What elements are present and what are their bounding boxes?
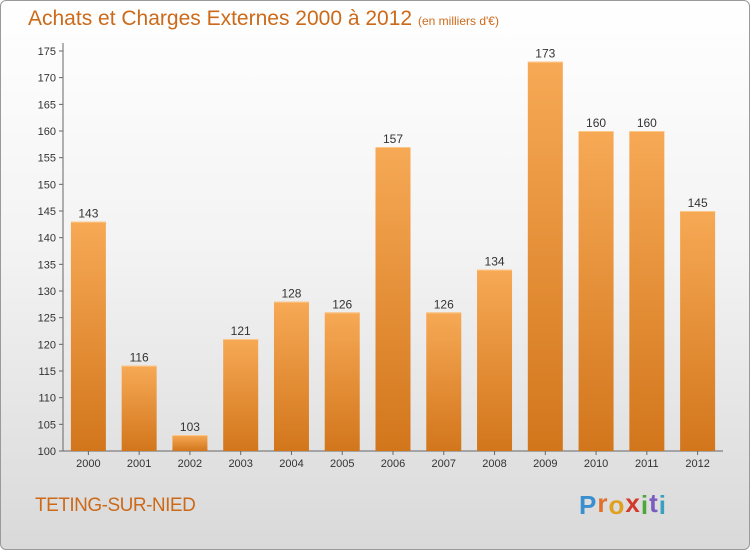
data-label: 143 [78, 207, 98, 221]
y-tick-label: 105 [38, 419, 56, 431]
logo-letter: P [579, 490, 598, 520]
y-tick-label: 150 [38, 179, 56, 191]
bar-2008 [477, 269, 513, 451]
data-label: 121 [231, 324, 251, 338]
data-label: 145 [688, 196, 708, 210]
logo-letter: t [649, 488, 659, 518]
x-tick-label: 2012 [685, 458, 709, 470]
chart-title: Achats et Charges Externes 2000 à 2012 [28, 7, 413, 30]
logo-letter: o [608, 490, 626, 520]
y-tick-label: 160 [38, 126, 56, 138]
logo-letter: r [597, 488, 609, 518]
x-tick-label: 2000 [76, 458, 100, 470]
bar-2012 [680, 211, 716, 451]
logo-letter: i [640, 490, 650, 520]
bar-2001 [121, 365, 157, 451]
y-tick-label: 175 [38, 46, 56, 58]
y-tick-label: 100 [38, 446, 56, 458]
data-label: 134 [485, 255, 505, 269]
x-tick-label: 2006 [381, 458, 405, 470]
data-label: 103 [180, 420, 200, 434]
y-tick-label: 135 [38, 259, 56, 271]
chart-bars: 143 116 103 121 128 126 157 126 134 173 160 160 145 [70, 47, 716, 452]
y-tick-label: 130 [38, 286, 56, 298]
y-tick-label: 155 [38, 153, 56, 165]
y-tick-label: 170 [38, 73, 56, 85]
data-label: 160 [637, 116, 657, 130]
data-label: 116 [130, 351, 149, 365]
bar-2010 [578, 131, 614, 451]
y-tick-label: 125 [38, 313, 56, 325]
bar-2004 [273, 301, 309, 451]
bar-2007 [426, 312, 462, 451]
bar-2011 [629, 131, 665, 451]
bar-2009 [527, 61, 563, 452]
x-tick-label: 2004 [279, 458, 303, 470]
y-tick-label: 115 [38, 366, 56, 378]
bar-2006 [375, 147, 411, 451]
y-tick-label: 145 [38, 206, 56, 218]
bar-2005 [324, 312, 360, 451]
x-tick-label: 2008 [482, 458, 506, 470]
proxiti-logo: Proxiti [579, 488, 667, 521]
y-tick-label: 110 [38, 393, 56, 405]
bar-2003 [223, 339, 259, 451]
bar-2002 [172, 435, 208, 451]
commune-name: TETING-SUR-NIED [35, 495, 196, 516]
logo-letter: i [658, 490, 667, 520]
data-label: 126 [434, 297, 454, 311]
logo-letter: x [625, 488, 641, 518]
y-tick-label: 120 [38, 339, 56, 351]
y-tick-label: 140 [38, 233, 56, 245]
y-tick-label: 165 [38, 99, 56, 111]
chart-unit: (en milliers d'€) [418, 14, 499, 28]
x-tick-label: 2005 [330, 458, 354, 470]
data-label: 126 [332, 297, 352, 311]
x-tick-label: 2001 [127, 458, 151, 470]
bar-2000 [70, 221, 106, 451]
x-tick-label: 2011 [635, 458, 659, 470]
data-label: 157 [383, 132, 403, 146]
x-tick-label: 2009 [533, 458, 557, 470]
data-label: 160 [586, 116, 606, 130]
x-tick-label: 2007 [432, 458, 456, 470]
data-label: 128 [281, 287, 301, 301]
x-tick-label: 2002 [178, 458, 202, 470]
data-label: 173 [535, 47, 555, 61]
x-tick-label: 2010 [584, 458, 608, 470]
x-tick-label: 2003 [228, 458, 252, 470]
